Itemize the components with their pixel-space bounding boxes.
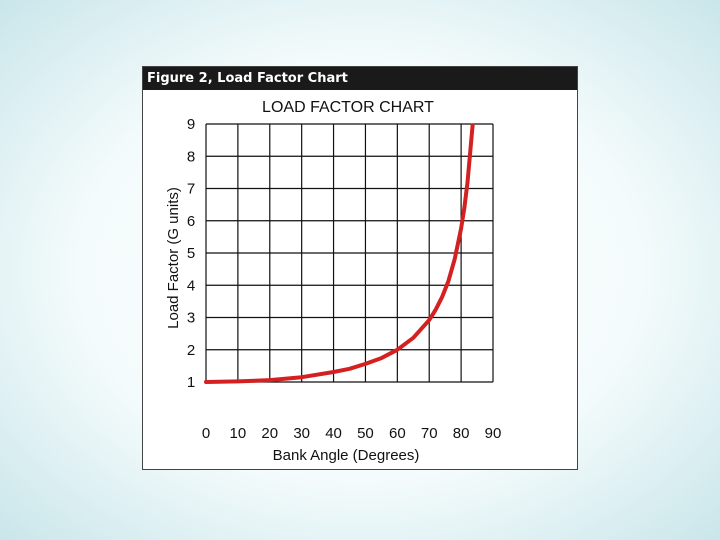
x-tick-label: 0 (202, 425, 210, 442)
series-line-load-factor (204, 123, 475, 384)
x-tick-label: 10 (230, 425, 247, 442)
y-tick-label: 4 (187, 277, 195, 294)
x-tick-label: 20 (261, 425, 278, 442)
figure-panel: Figure 2, Load Factor Chart (142, 66, 578, 470)
y-axis-label: Load Factor (G units) (165, 187, 182, 329)
x-axis-label: Bank Angle (Degrees) (273, 447, 420, 464)
y-tick-label: 2 (187, 342, 195, 359)
y-tick-label: 1 (187, 374, 195, 391)
y-tick-label: 5 (187, 245, 195, 262)
y-tick-label: 7 (187, 181, 195, 198)
chart-title: LOAD FACTOR CHART (262, 99, 434, 116)
y-tick-label: 9 (187, 116, 195, 133)
x-tick-label: 60 (389, 425, 406, 442)
x-tick-label: 90 (485, 425, 502, 442)
x-tick-label: 50 (357, 425, 374, 442)
x-tick-label: 30 (293, 425, 310, 442)
x-tick-label: 40 (325, 425, 342, 442)
y-tick-label: 6 (187, 213, 195, 230)
y-tick-label: 3 (187, 310, 195, 327)
x-tick-label: 80 (453, 425, 470, 442)
figure-header: Figure 2, Load Factor Chart (143, 67, 577, 90)
y-tick-label: 8 (187, 148, 195, 165)
x-tick-label: 70 (421, 425, 438, 442)
